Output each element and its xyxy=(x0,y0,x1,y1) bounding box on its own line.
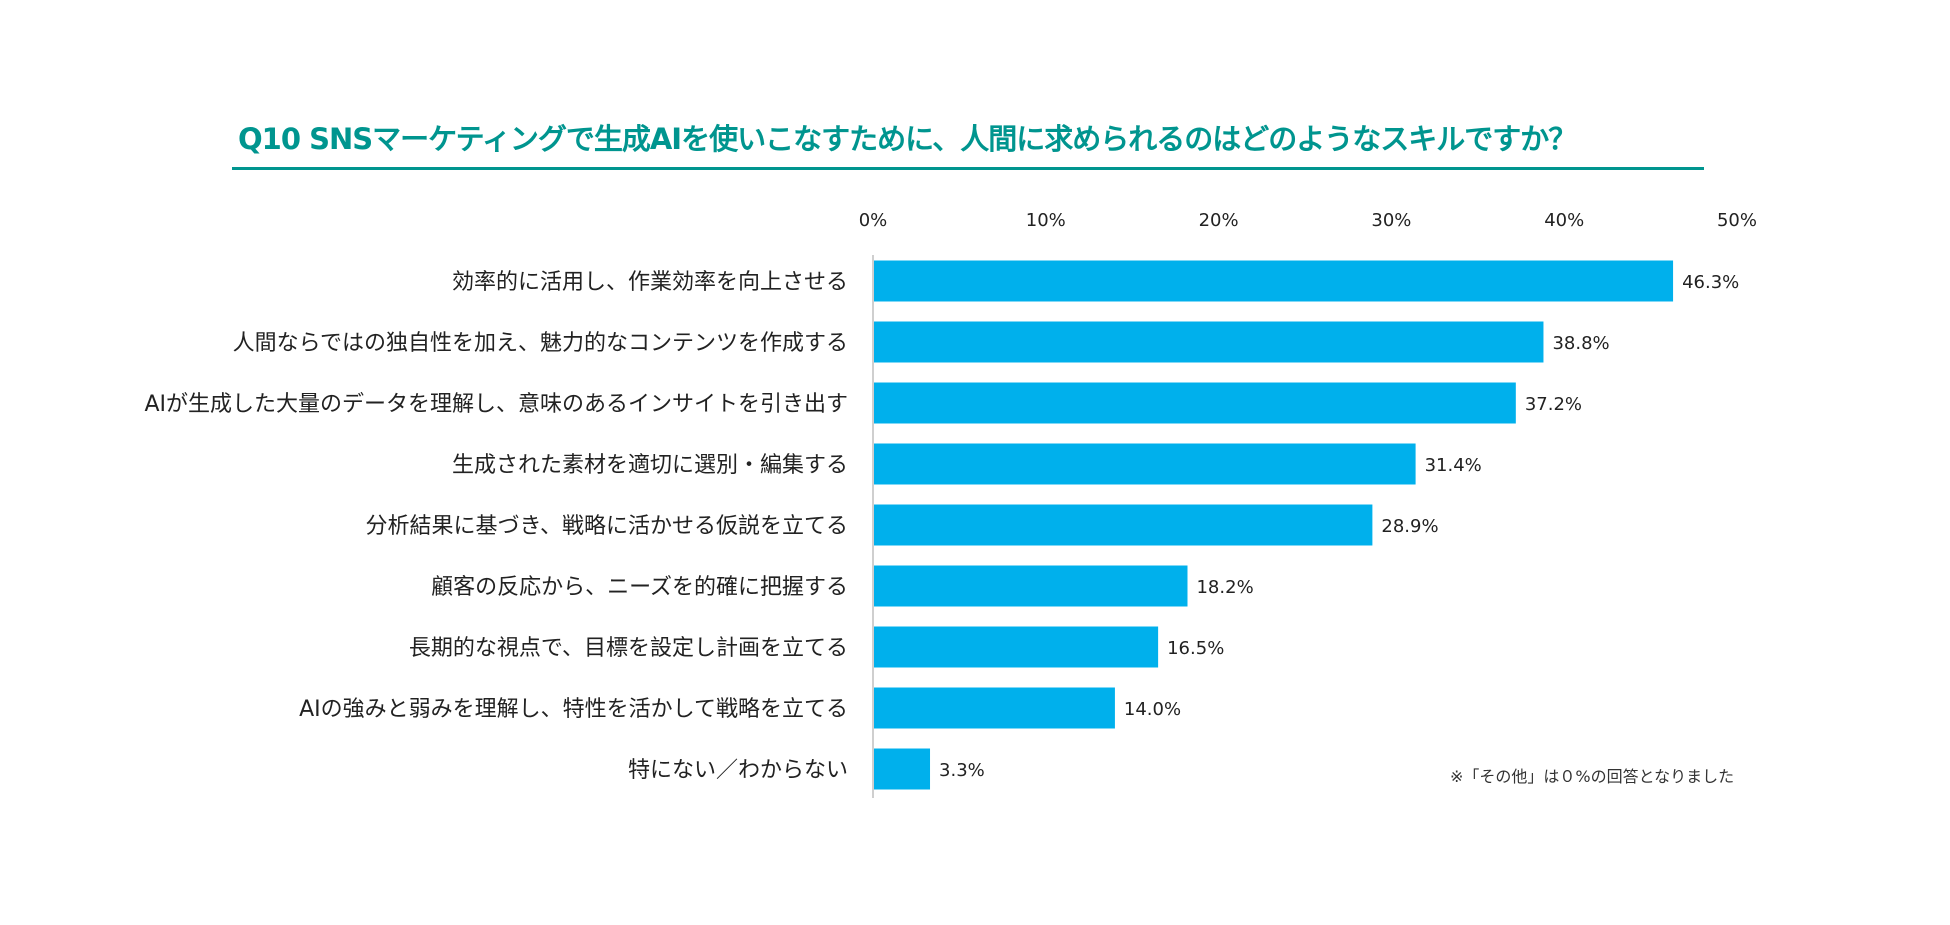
title-underline-line xyxy=(232,167,1704,170)
x-tick-label: 20% xyxy=(1199,210,1239,231)
bar xyxy=(874,443,1416,485)
value-label: 16.5% xyxy=(1167,638,1224,659)
value-label: 37.2% xyxy=(1525,394,1582,415)
x-tick-label: 10% xyxy=(1026,210,1066,231)
value-label: 14.0% xyxy=(1124,699,1181,720)
category-label: AIが生成した大量のデータを理解し、意味のあるインサイトを引き出す xyxy=(144,392,848,417)
bar xyxy=(874,687,1115,729)
x-tick-label: 40% xyxy=(1544,210,1584,231)
x-tick-label: 0% xyxy=(859,210,888,231)
category-label: 分析結果に基づき、戦略に活かせる仮説を立てる xyxy=(366,514,848,539)
category-label: 効率的に活用し、作業効率を向上させる xyxy=(452,270,848,295)
category-label: 顧客の反応から、ニーズを的確に把握する xyxy=(431,575,848,600)
bar xyxy=(874,382,1516,424)
category-label: 人間ならではの独自性を加え、魅力的なコンテンツを作成する xyxy=(233,331,848,356)
category-label: 長期的な視点で、目標を設定し計画を立てる xyxy=(409,636,848,661)
value-label: 38.8% xyxy=(1552,333,1609,354)
chart-title: Q10 SNSマーケティングで生成AIを使いこなすために、人間に求められるのはど… xyxy=(238,122,1577,156)
bar xyxy=(874,565,1188,607)
bar xyxy=(874,504,1373,546)
bar xyxy=(874,626,1159,668)
category-label: 特にない／わからない xyxy=(628,758,848,783)
value-label: 28.9% xyxy=(1381,516,1438,537)
bar xyxy=(874,321,1544,363)
x-tick-label: 30% xyxy=(1371,210,1411,231)
bar xyxy=(874,748,931,790)
value-label: 3.3% xyxy=(939,760,985,781)
chart-note: ※「その他」は０%の回答となりました xyxy=(1450,767,1735,786)
category-label: AIの強みと弱みを理解し、特性を活かして戦略を立てる xyxy=(299,697,848,722)
value-label: 18.2% xyxy=(1196,577,1253,598)
category-label: 生成された素材を適切に選別・編集する xyxy=(452,453,848,478)
x-tick-label: 50% xyxy=(1717,210,1757,231)
title-underline xyxy=(232,167,1704,170)
bar xyxy=(874,260,1674,302)
value-label: 46.3% xyxy=(1682,272,1739,293)
value-label: 31.4% xyxy=(1425,455,1482,476)
